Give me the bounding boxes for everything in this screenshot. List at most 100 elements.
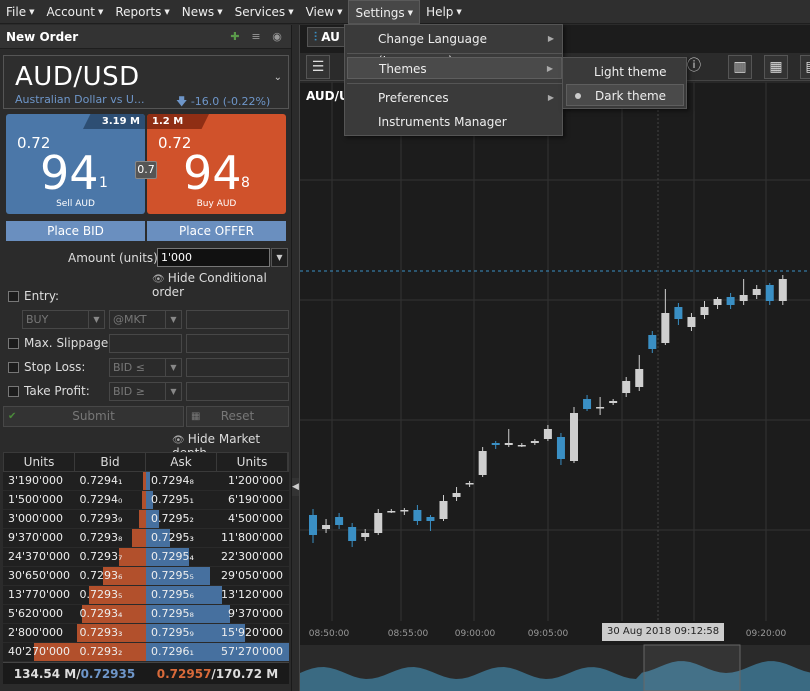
info-icon[interactable]: ⓘ (687, 58, 701, 74)
ask-depth-bar (146, 510, 159, 528)
candlestick-chart[interactable]: 08:50:00 08:55:00 09:00:00 09:05:00 09:20:00 (300, 25, 810, 691)
hide-conditional-link[interactable]: 👁 Hide Conditional order (152, 271, 291, 299)
menu-help[interactable]: Help ▼ (420, 0, 468, 24)
menu-preferences[interactable]: Preferences ▶ (347, 87, 562, 109)
instrument-selector[interactable]: AUD/USD Australian Dollar vs U... 🡇 -16.… (3, 55, 289, 109)
chevron-down-icon[interactable]: ⌄ (273, 72, 282, 83)
depth-rows: 3'190'000 0.7294₁ 0.7294₈ 1'200'000 1'500'00… (3, 472, 289, 662)
depth-row[interactable]: 13'770'000 0.7293₅ 0.7295₆ 13'120'000 (3, 586, 289, 605)
candle-body (491, 443, 500, 445)
depth-row[interactable]: 9'370'000 0.7293₈ 0.7295₃ 11'800'000 (3, 529, 289, 548)
bid-price-cell: 0.7293₇ (79, 550, 123, 563)
stop-loss-checkbox[interactable] (8, 362, 19, 373)
buy-volume-tag (147, 114, 209, 129)
bid-units-cell: 3'000'000 (8, 512, 64, 525)
collapse-panel-handle[interactable]: ◀ (292, 478, 299, 496)
candle-body (387, 511, 396, 513)
candle-body (413, 510, 422, 521)
stop-loss-type-value: BID ≤ (113, 361, 145, 374)
time-axis-label: 08:55:00 (388, 629, 429, 639)
reset-button[interactable]: ▦ Reset (186, 406, 289, 427)
depth-row[interactable]: 24'370'000 0.7293₇ 0.7295₄ 22'300'000 (3, 548, 289, 567)
calendar-icon[interactable]: ▦ (764, 55, 788, 79)
take-profit-checkbox[interactable] (8, 386, 19, 397)
menu-view[interactable]: View ▼ (300, 0, 349, 24)
caret-down-icon: ▼ (407, 9, 414, 17)
depth-row[interactable]: 40'270'000 0.7293₂ 0.7296₁ 57'270'000 (3, 643, 289, 662)
take-profit-type-select[interactable]: BID ≥ ▼ (109, 382, 182, 401)
entry-checkbox[interactable] (8, 291, 19, 302)
bid-price-cell: 0.7293₈ (79, 531, 123, 544)
bid-price-cell: 0.7293₃ (79, 626, 123, 639)
take-profit-price-input[interactable] (186, 382, 289, 401)
col-bid: Bid (75, 453, 146, 471)
depth-row[interactable]: 5'620'000 0.7293₄ 0.7295₈ 9'370'000 (3, 605, 289, 624)
bid-depth-bar (138, 510, 146, 528)
caret-down-icon: ▼ (337, 8, 343, 16)
bar-chart-icon[interactable]: ▥ (728, 55, 752, 79)
buy-price-button[interactable]: 1.2 M 0.72 94 8 Buy AUD (147, 114, 286, 214)
max-slippage-input[interactable] (109, 334, 182, 353)
ask-units-cell: 9'370'000 (227, 607, 283, 620)
menu-themes[interactable]: Themes ▶ (347, 57, 562, 79)
stop-loss-label: Stop Loss: (24, 360, 86, 374)
depth-row[interactable]: 30'650'000 0.7293₆ 0.7295₅ 29'050'000 (3, 567, 289, 586)
bid-price-cell: 0.7294₁ (79, 474, 123, 487)
light-theme-option[interactable]: Light theme (594, 65, 667, 79)
chevron-right-icon: ▶ (547, 34, 554, 43)
place-bid-button[interactable]: Place BID (6, 221, 145, 241)
chart-tab[interactable]: ⫶ AU (307, 27, 347, 47)
ask-depth-bar (146, 586, 222, 604)
depth-row[interactable]: 3'190'000 0.7294₁ 0.7294₈ 1'200'000 (3, 472, 289, 491)
navigator-window (643, 644, 741, 691)
menu-reports[interactable]: Reports ▼ (109, 0, 175, 24)
menu-instruments-manager[interactable]: Instruments Manager (347, 111, 562, 133)
take-profit-label: Take Profit: (24, 384, 90, 398)
submit-button[interactable]: ✔ Submit (3, 406, 184, 427)
candle-body (348, 527, 357, 541)
menu-news[interactable]: News ▼ (176, 0, 229, 24)
menu-file[interactable]: File ▼ (0, 0, 40, 24)
entry-type-select[interactable]: @MKT ▼ (109, 310, 182, 329)
eye-icon[interactable]: ◉ (272, 29, 282, 43)
list-icon[interactable]: ≡ (251, 29, 261, 43)
bid-depth-bar (103, 567, 146, 585)
sell-price-button[interactable]: 3.19 M 0.72 94 1 Sell AUD (6, 114, 145, 214)
menu-settings[interactable]: Settings ▼ (348, 0, 421, 24)
time-axis-label: 09:05:00 (528, 629, 569, 639)
amount-dropdown[interactable]: ▼ (271, 248, 288, 267)
instruments-manager-label: Instruments Manager (378, 115, 507, 129)
chart-tab-label: AU (321, 30, 340, 44)
selected-radio-icon (575, 93, 581, 99)
candle-body (361, 533, 370, 537)
menu-change-language[interactable]: Change Language (Languages)▶ (347, 28, 562, 68)
dark-theme-option[interactable]: Dark theme (566, 84, 684, 106)
bid-depth-bar (141, 491, 146, 509)
chart-symbol: AUD/U (306, 89, 349, 103)
footer-bid-total: 134.54 M/0.72935 (3, 663, 146, 684)
menu-account[interactable]: Account ▼ (40, 0, 109, 24)
stop-loss-price-input[interactable] (186, 358, 289, 377)
entry-price-input[interactable] (186, 310, 289, 329)
amount-input[interactable]: 1'000 (157, 248, 270, 267)
more-tools-icon[interactable]: ▤ (800, 55, 810, 79)
depth-row[interactable]: 1'500'000 0.7294₀ 0.7295₁ 6'190'000 (3, 491, 289, 510)
depth-row[interactable]: 2'800'000 0.7293₃ 0.7295₉ 15'920'000 (3, 624, 289, 643)
max-slippage-extra-input[interactable] (186, 334, 289, 353)
ask-price-cell: 0.7295₅ (151, 569, 194, 582)
max-slippage-checkbox[interactable] (8, 338, 19, 349)
hamburger-menu-icon[interactable]: ☰ (306, 55, 330, 79)
depth-row[interactable]: 3'000'000 0.7293₉ 0.7295₂ 4'500'000 (3, 510, 289, 529)
bid-units-cell: 5'620'000 (8, 607, 64, 620)
place-offer-button[interactable]: Place OFFER (147, 221, 286, 241)
bid-price-cell: 0.7293₄ (79, 607, 123, 620)
sell-label: Sell AUD (56, 199, 95, 209)
ask-depth-bar (146, 529, 171, 547)
entry-side-select[interactable]: BUY ▼ (22, 310, 105, 329)
stop-loss-type-select[interactable]: BID ≤ ▼ (109, 358, 182, 377)
candle-body (596, 407, 605, 409)
dark-theme-label: Dark theme (595, 89, 667, 103)
menu-services[interactable]: Services ▼ (229, 0, 300, 24)
chevron-down-icon: ▼ (88, 311, 104, 328)
add-chart-icon[interactable]: ✚ (230, 29, 240, 43)
